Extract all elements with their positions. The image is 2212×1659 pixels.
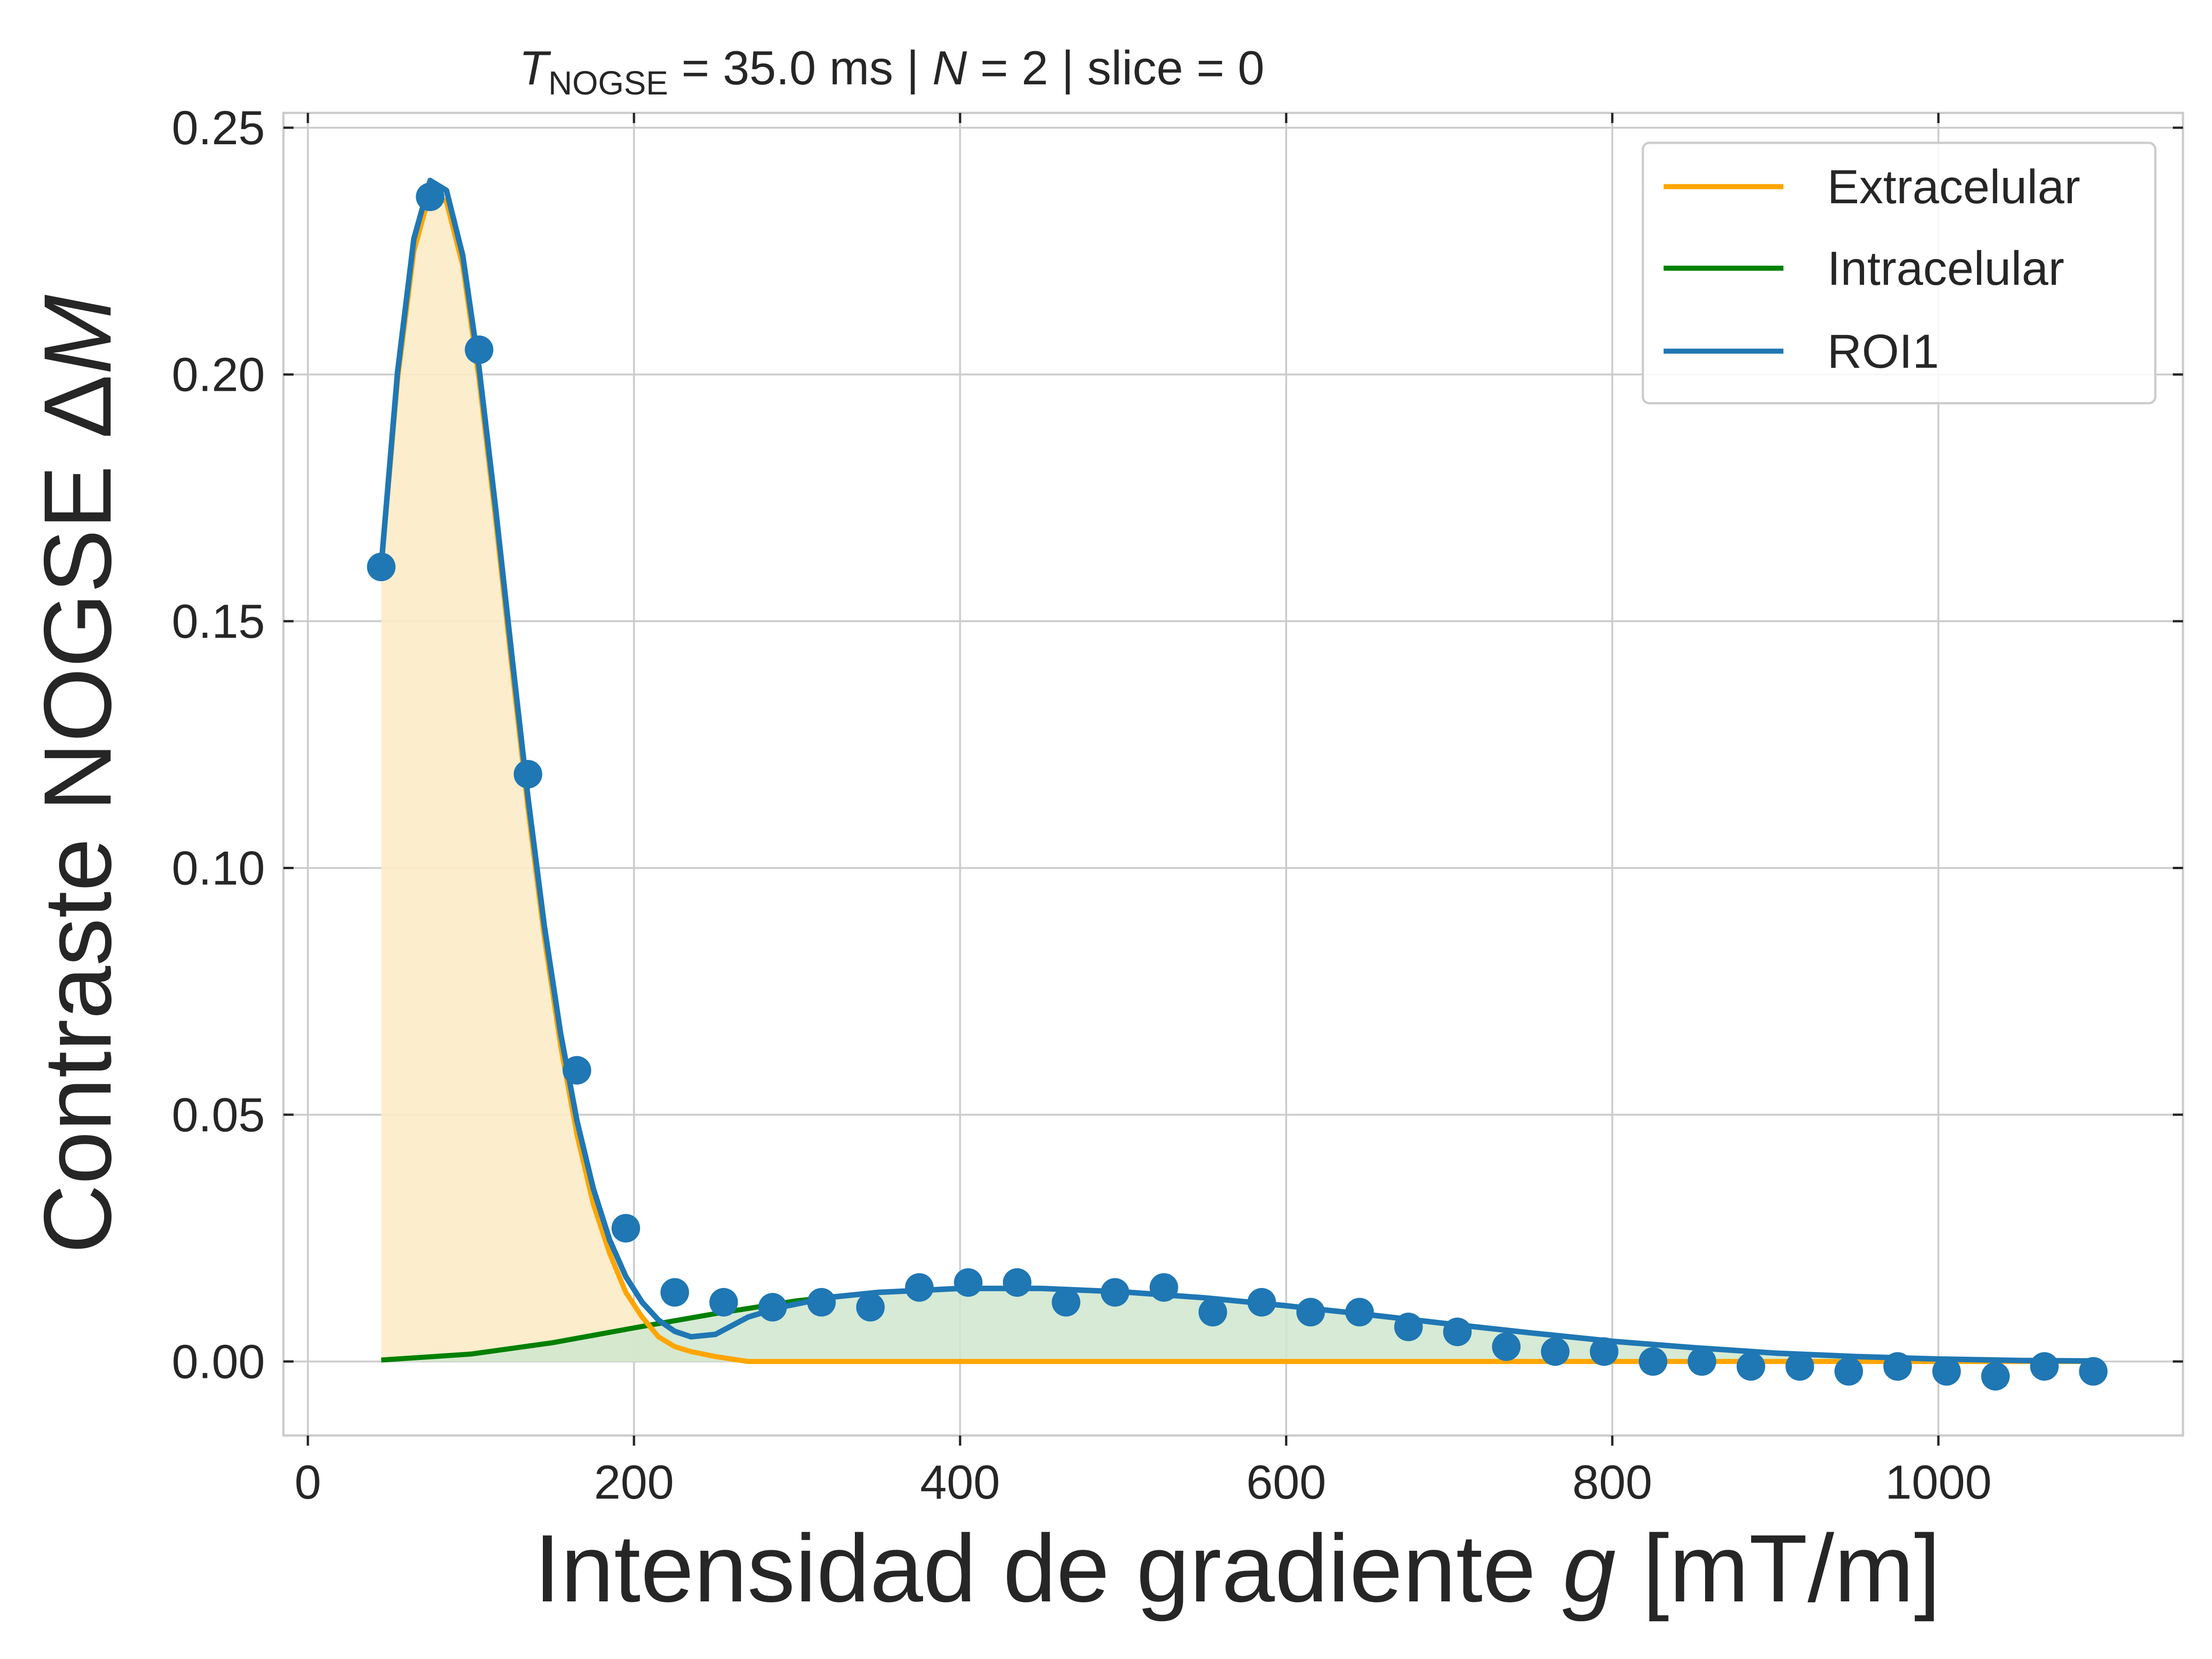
y-tick-label: 0.15 xyxy=(172,595,265,648)
roi1-data-point xyxy=(1589,1337,1618,1366)
roi1-data-point xyxy=(1198,1298,1227,1327)
roi1-data-point xyxy=(954,1268,982,1297)
y-axis-label-text: Contraste NOGSE Δ xyxy=(24,375,131,1254)
roi1-data-point xyxy=(1736,1352,1765,1381)
roi1-data-point xyxy=(1883,1352,1912,1381)
data-points xyxy=(367,182,2108,1391)
roi1-data-point xyxy=(856,1293,885,1322)
roi1-data-point xyxy=(562,1056,591,1085)
y-tick-label: 0.05 xyxy=(172,1088,265,1142)
y-axis-label-var: M xyxy=(24,294,131,375)
roi1-data-point xyxy=(1688,1347,1717,1376)
roi1-data-point xyxy=(1345,1298,1374,1327)
roi1-data-point xyxy=(1394,1312,1423,1341)
x-tick-label: 600 xyxy=(1246,1456,1326,1509)
x-tick-label: 400 xyxy=(920,1456,1000,1509)
roi1-data-point xyxy=(1052,1288,1081,1317)
roi1-data-point xyxy=(1639,1347,1668,1376)
roi1-data-point xyxy=(1932,1357,1961,1386)
title-subscript: NOGSE xyxy=(548,65,668,102)
series-lines xyxy=(378,177,2094,1364)
y-axis-label: Contraste NOGSE ΔM xyxy=(24,294,131,1254)
roi1-data-point xyxy=(612,1214,640,1243)
title-n-symbol: N xyxy=(932,41,967,95)
plot-frame xyxy=(282,112,2184,1437)
title-middle: = 35.0 ms | xyxy=(668,41,932,95)
roi1-data-point xyxy=(367,553,396,582)
title-symbol: T xyxy=(519,41,551,95)
roi1-data-point xyxy=(513,760,542,788)
legend-label-extracelular: Extracelular xyxy=(1827,160,2080,214)
roi1-data-point xyxy=(1247,1288,1276,1317)
roi1-data-point xyxy=(1834,1357,1863,1386)
x-tick-label: 1000 xyxy=(1885,1456,1992,1509)
roi1-data-point xyxy=(709,1288,738,1317)
roi1-data-point xyxy=(1541,1337,1570,1366)
roi1-data-point xyxy=(807,1288,836,1317)
x-tick-label: 0 xyxy=(294,1456,321,1509)
chart-title: TNOGSE = 35.0 ms | N = 2 | slice = 0 xyxy=(519,41,1265,102)
extracelular-area xyxy=(381,192,2094,1362)
roi1-data-point xyxy=(416,182,445,212)
roi1-data-point xyxy=(1443,1318,1472,1347)
legend-label-roi1: ROI1 xyxy=(1827,325,1939,378)
roi1-data-point xyxy=(1100,1278,1130,1307)
legend-label-intracelular: Intracelular xyxy=(1827,242,2064,295)
roi1-data-point xyxy=(2030,1352,2059,1381)
roi1-data-point xyxy=(465,335,494,364)
y-tick-label: 0.25 xyxy=(172,101,265,155)
roi1-data-point xyxy=(2079,1357,2108,1386)
roi1-data-point xyxy=(758,1293,787,1322)
x-axis-label-var: g xyxy=(1563,1515,1616,1622)
x-axis-label-unit: [mT/m] xyxy=(1616,1515,1941,1622)
roi1-data-point xyxy=(905,1273,934,1302)
y-tick-label: 0.00 xyxy=(172,1335,265,1388)
roi1-data-point xyxy=(1003,1268,1032,1297)
y-tick-label: 0.20 xyxy=(172,348,265,402)
roi1-data-point xyxy=(1785,1352,1814,1381)
roi1-line xyxy=(378,177,2094,1364)
x-axis-label: Intensidad de gradiente g [mT/m] xyxy=(534,1515,1941,1622)
title-tail: = 2 | slice = 0 xyxy=(967,41,1265,95)
roi1-data-point xyxy=(1149,1273,1178,1302)
roi1-data-point xyxy=(1981,1362,2010,1391)
x-tick-label: 800 xyxy=(1572,1456,1653,1509)
roi1-data-point xyxy=(660,1278,689,1307)
ticks: 0 200 400 600 800 1000 0.00 0.05 0.10 0.15 0.20 0.2… xyxy=(172,101,2183,1509)
roi1-data-point xyxy=(1296,1298,1325,1327)
legend: Extracelular Intracelular ROI1 xyxy=(1641,141,2157,405)
x-tick-label: 200 xyxy=(594,1456,674,1509)
x-axis-label-text: Intensidad de gradiente xyxy=(534,1515,1563,1622)
legend-box xyxy=(1641,141,2157,405)
y-tick-label: 0.10 xyxy=(172,841,265,895)
roi1-data-point xyxy=(1492,1332,1521,1361)
